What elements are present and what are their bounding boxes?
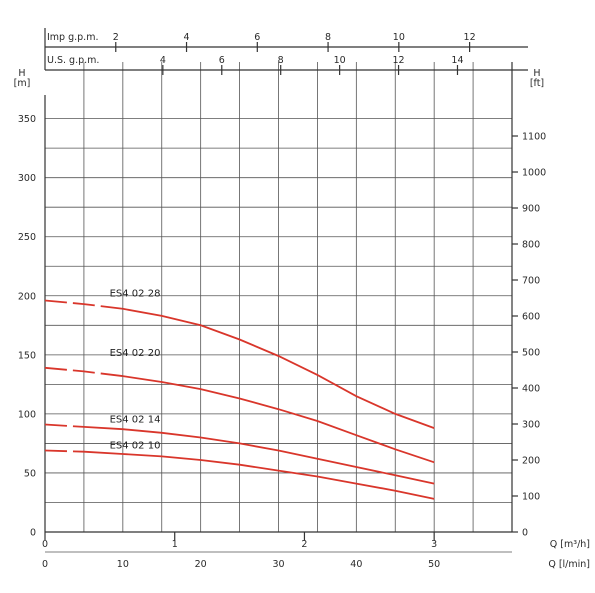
y-right-tick-label: 500 (522, 348, 540, 359)
us-gpm-tick-label: 4 (160, 55, 166, 66)
curve-dashed-0 (44, 299, 123, 310)
lpm-tick-label: 0 (42, 559, 48, 570)
imp-gpm-axis-label: Imp g.p.m. (47, 32, 98, 43)
curve-0 (122, 307, 435, 429)
series-label: ES4 02 10 (110, 441, 161, 452)
us-gpm-axis-label: U.S. g.p.m. (47, 55, 99, 66)
lpm-tick-label: 50 (428, 559, 440, 570)
curves (44, 299, 435, 500)
grid (45, 62, 512, 532)
y-left-tick-label: 150 (18, 350, 36, 361)
curve-dashed-3 (44, 449, 84, 453)
curve-3 (83, 450, 435, 500)
m3h-tick-label: 0 (42, 539, 48, 550)
y-right-tick-label: 400 (522, 384, 540, 395)
y-right-axis-label: H (533, 68, 540, 79)
curve-dashed-1 (44, 366, 123, 377)
y-right-tick-label: 0 (522, 528, 528, 539)
curve-2 (83, 426, 435, 485)
m3h-tick-label: 1 (172, 539, 178, 550)
us-gpm-tick-label: 12 (393, 55, 405, 66)
series-label: ES4 02 20 (110, 348, 161, 359)
y-left-tick-label: 50 (24, 468, 36, 479)
curve-dashed-2 (44, 423, 84, 428)
us-gpm-tick-label: 6 (219, 55, 225, 66)
lpm-tick-label: 40 (350, 559, 362, 570)
m3h-tick-label: 2 (301, 539, 307, 550)
y-left-tick-label: 100 (18, 409, 36, 420)
y-right-axis-unit: [ft] (530, 78, 544, 89)
imp-gpm-tick-label: 12 (464, 32, 476, 43)
y-left-axis-unit: [m] (14, 78, 31, 89)
y-right-tick-label: 100 (522, 492, 540, 503)
imp-gpm-tick-label: 2 (113, 32, 119, 43)
y-right-tick-label: 200 (522, 456, 540, 467)
m3h-axis-label: Q [m³/h] (550, 539, 590, 550)
y-right-tick-label: 600 (522, 312, 540, 323)
lpm-tick-label: 20 (195, 559, 207, 570)
imp-gpm-tick-label: 4 (184, 32, 190, 43)
axes (44, 28, 528, 553)
imp-gpm-tick-label: 8 (325, 32, 331, 43)
curve-1 (122, 375, 435, 464)
y-right-tick-label: 900 (522, 204, 540, 215)
m3h-tick-label: 3 (431, 539, 437, 550)
series-label: ES4 02 14 (110, 415, 161, 426)
lpm-tick-label: 10 (117, 559, 129, 570)
lpm-axis-label: Q [l/min] (548, 559, 590, 570)
imp-gpm-tick-label: 6 (254, 32, 260, 43)
y-right-tick-label: 700 (522, 276, 540, 287)
y-right-tick-label: 1000 (522, 168, 546, 179)
labels: Imp g.p.m.U.S. g.p.m.2 4 6 8 10 124 6 8 10 12 14H[… (14, 32, 590, 570)
y-left-tick-label: 350 (18, 114, 36, 125)
y-left-tick-label: 300 (18, 173, 36, 184)
us-gpm-tick-label: 10 (334, 55, 346, 66)
imp-gpm-tick-label: 10 (393, 32, 405, 43)
us-gpm-tick-label: 14 (451, 55, 463, 66)
y-left-tick-label: 250 (18, 232, 36, 243)
y-left-tick-label: 0 (30, 528, 36, 539)
y-left-axis-label: H (18, 68, 25, 79)
lpm-tick-label: 30 (272, 559, 284, 570)
y-left-tick-label: 200 (18, 291, 36, 302)
us-gpm-tick-label: 8 (278, 55, 284, 66)
y-right-tick-label: 300 (522, 420, 540, 431)
y-right-tick-label: 1100 (522, 132, 546, 143)
y-right-tick-label: 800 (522, 240, 540, 251)
series-label: ES4 02 28 (110, 289, 161, 300)
